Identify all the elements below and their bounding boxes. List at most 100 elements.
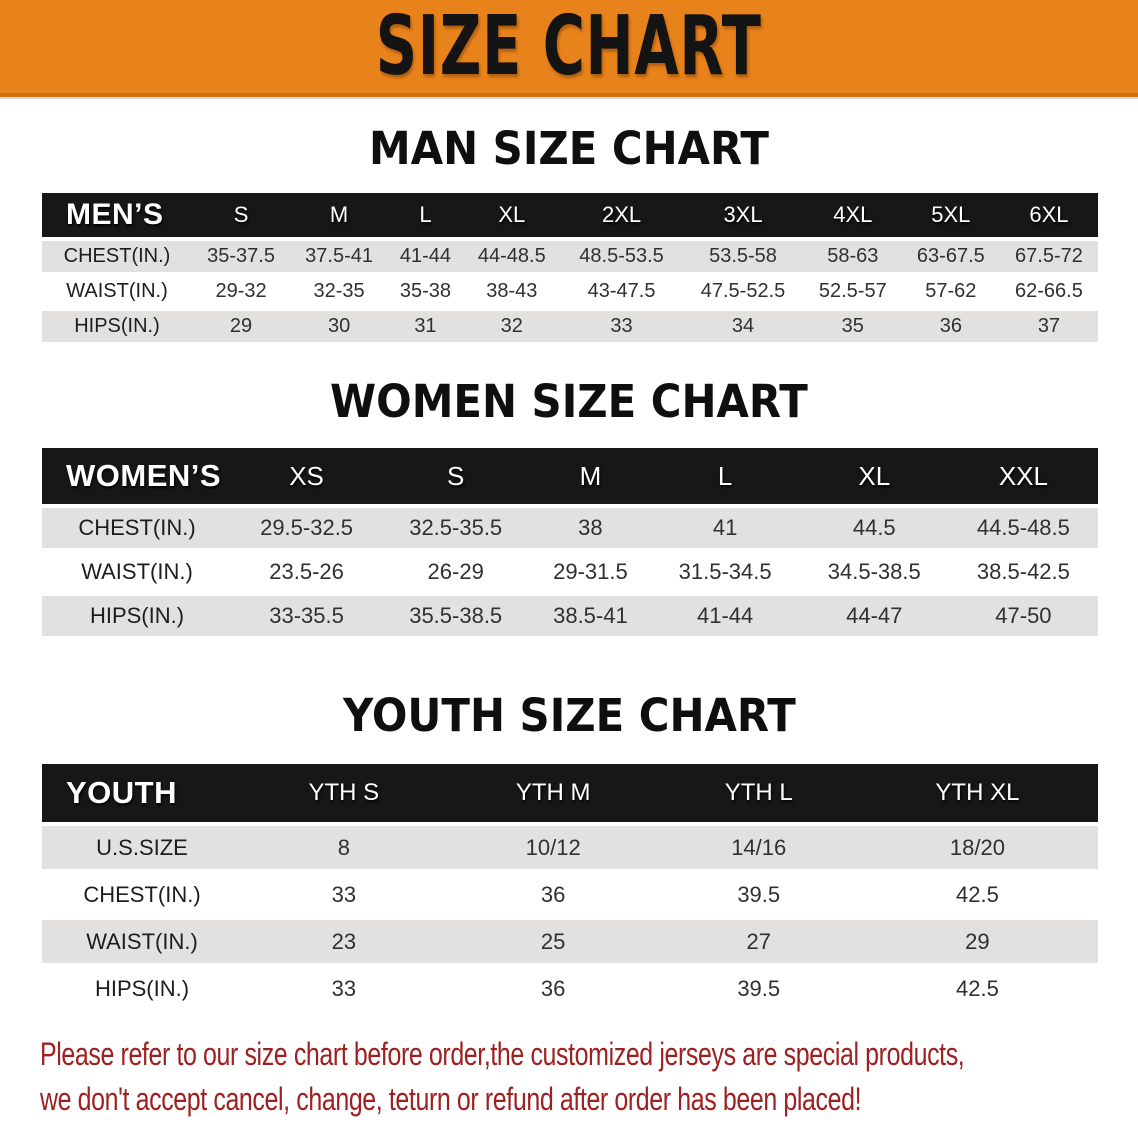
size-value-cell: 44.5-48.5 (948, 508, 1098, 548)
size-value-cell: 58-63 (803, 241, 902, 272)
man-size-chart-title: MAN SIZE CHART (369, 122, 769, 175)
size-value-cell: 44.5 (799, 508, 949, 548)
size-value-cell: 18/20 (856, 826, 1098, 869)
measurement-row: WAIST(IN.) 23.5-26 26-29 29-31.5 31.5-34.5 34… (42, 552, 1098, 592)
measurement-row: WAIST(IN.) 23 25 27 29 (42, 920, 1098, 963)
women-size-table: WOMEN’S XS S M L XL XXL CHEST(IN.) 29.5-32.5 32.… (42, 444, 1098, 640)
banner-title: SIZE CHART (376, 0, 762, 94)
size-value-cell: 27 (660, 920, 857, 963)
row-label: CHEST(IN.) (42, 241, 192, 272)
table-group-label: MEN’S (42, 193, 192, 237)
size-value-cell: 10/12 (445, 826, 661, 869)
size-column-header: YTH XL (856, 764, 1098, 822)
size-value-cell: 36 (445, 967, 661, 1010)
size-value-cell: 57-62 (901, 276, 1000, 307)
row-label: WAIST(IN.) (42, 276, 192, 307)
size-value-cell: 42.5 (856, 873, 1098, 916)
size-value-cell: 33 (242, 967, 446, 1010)
size-value-cell: 33 (242, 873, 446, 916)
size-value-cell: 41-44 (650, 596, 800, 636)
measurement-row: HIPS(IN.) 29 30 31 32 33 34 35 36 37 (42, 311, 1098, 342)
size-value-cell: 41 (650, 508, 800, 548)
size-value-cell: 48.5-53.5 (560, 241, 683, 272)
row-label: HIPS(IN.) (42, 311, 192, 342)
size-value-cell: 63-67.5 (901, 241, 1000, 272)
row-label: CHEST(IN.) (42, 508, 232, 548)
measurement-row: CHEST(IN.) 35-37.5 37.5-41 41-44 44-48.5 48.5… (42, 241, 1098, 272)
size-value-cell: 41-44 (388, 241, 463, 272)
size-value-cell: 42.5 (856, 967, 1098, 1010)
size-column-header: M (530, 448, 651, 504)
size-value-cell: 30 (290, 311, 389, 342)
row-label: WAIST(IN.) (42, 920, 242, 963)
size-column-header: 6XL (999, 193, 1098, 237)
size-value-cell: 47-50 (948, 596, 1098, 636)
measurement-row: U.S.SIZE 8 10/12 14/16 18/20 (42, 826, 1098, 869)
size-value-cell: 33-35.5 (232, 596, 382, 636)
table-group-label: YOUTH (42, 764, 242, 822)
size-column-header: L (650, 448, 800, 504)
size-value-cell: 35-37.5 (192, 241, 291, 272)
size-value-cell: 44-47 (799, 596, 949, 636)
size-value-cell: 38.5-42.5 (948, 552, 1098, 592)
size-value-cell: 35 (803, 311, 902, 342)
size-value-cell: 14/16 (660, 826, 857, 869)
size-value-cell: 67.5-72 (999, 241, 1098, 272)
measurement-row: HIPS(IN.) 33-35.5 35.5-38.5 38.5-41 41-44 44-… (42, 596, 1098, 636)
size-value-cell: 32.5-35.5 (381, 508, 531, 548)
women-size-chart-title: WOMEN SIZE CHART (330, 375, 808, 428)
size-value-cell: 8 (242, 826, 446, 869)
size-column-header: S (381, 448, 531, 504)
size-value-cell: 29.5-32.5 (232, 508, 382, 548)
measurement-row: CHEST(IN.) 33 36 39.5 42.5 (42, 873, 1098, 916)
measurement-row: WAIST(IN.) 29-32 32-35 35-38 38-43 43-47.5 47.… (42, 276, 1098, 307)
row-label: HIPS(IN.) (42, 967, 242, 1010)
row-label: U.S.SIZE (42, 826, 242, 869)
size-value-cell: 31.5-34.5 (650, 552, 800, 592)
size-value-cell: 52.5-57 (803, 276, 902, 307)
size-value-cell: 25 (445, 920, 661, 963)
size-value-cell: 26-29 (381, 552, 531, 592)
size-value-cell: 29-31.5 (530, 552, 651, 592)
size-value-cell: 39.5 (660, 873, 857, 916)
size-value-cell: 31 (388, 311, 463, 342)
size-value-cell: 38 (530, 508, 651, 548)
size-value-cell: 29 (192, 311, 291, 342)
disclaimer-text: Please refer to our size chart before or… (40, 1032, 1138, 1122)
size-value-cell: 39.5 (660, 967, 857, 1010)
size-value-cell: 37 (999, 311, 1098, 342)
size-value-cell: 33 (560, 311, 683, 342)
size-value-cell: 53.5-58 (682, 241, 804, 272)
youth-size-chart-title: YOUTH SIZE CHART (342, 689, 796, 742)
size-value-cell: 23 (242, 920, 446, 963)
size-column-header: M (290, 193, 389, 237)
men-size-table: MEN’S S M L XL 2XL 3XL 4XL 5XL 6XL CHEST(IN.) 35-3… (42, 189, 1098, 346)
size-column-header: XS (232, 448, 382, 504)
size-column-header: 3XL (682, 193, 804, 237)
row-label: CHEST(IN.) (42, 873, 242, 916)
size-value-cell: 47.5-52.5 (682, 276, 804, 307)
size-column-header: S (192, 193, 291, 237)
size-value-cell: 38-43 (462, 276, 561, 307)
size-column-header: 4XL (803, 193, 902, 237)
size-column-header: YTH S (242, 764, 446, 822)
size-value-cell: 35.5-38.5 (381, 596, 531, 636)
measurement-row: CHEST(IN.) 29.5-32.5 32.5-35.5 38 41 44.5 44.5… (42, 508, 1098, 548)
size-column-header: YTH M (445, 764, 661, 822)
size-column-header: 5XL (901, 193, 1000, 237)
size-value-cell: 32-35 (290, 276, 389, 307)
size-column-header: 2XL (560, 193, 683, 237)
size-chart-banner: SIZE CHART (0, 0, 1138, 97)
size-value-cell: 43-47.5 (560, 276, 683, 307)
size-column-header: XXL (948, 448, 1098, 504)
youth-table-header-row: YOUTH YTH S YTH M YTH L YTH XL (42, 764, 1098, 822)
size-column-header: XL (462, 193, 561, 237)
disclaimer-line-1: Please refer to our size chart before or… (40, 1036, 965, 1072)
measurement-row: HIPS(IN.) 33 36 39.5 42.5 (42, 967, 1098, 1010)
size-value-cell: 62-66.5 (999, 276, 1098, 307)
size-value-cell: 36 (901, 311, 1000, 342)
youth-size-table: YOUTH YTH S YTH M YTH L YTH XL U.S.SIZE 8 10/1… (42, 760, 1098, 1014)
men-table-header-row: MEN’S S M L XL 2XL 3XL 4XL 5XL 6XL (42, 193, 1098, 237)
women-table-header-row: WOMEN’S XS S M L XL XXL (42, 448, 1098, 504)
size-value-cell: 36 (445, 873, 661, 916)
